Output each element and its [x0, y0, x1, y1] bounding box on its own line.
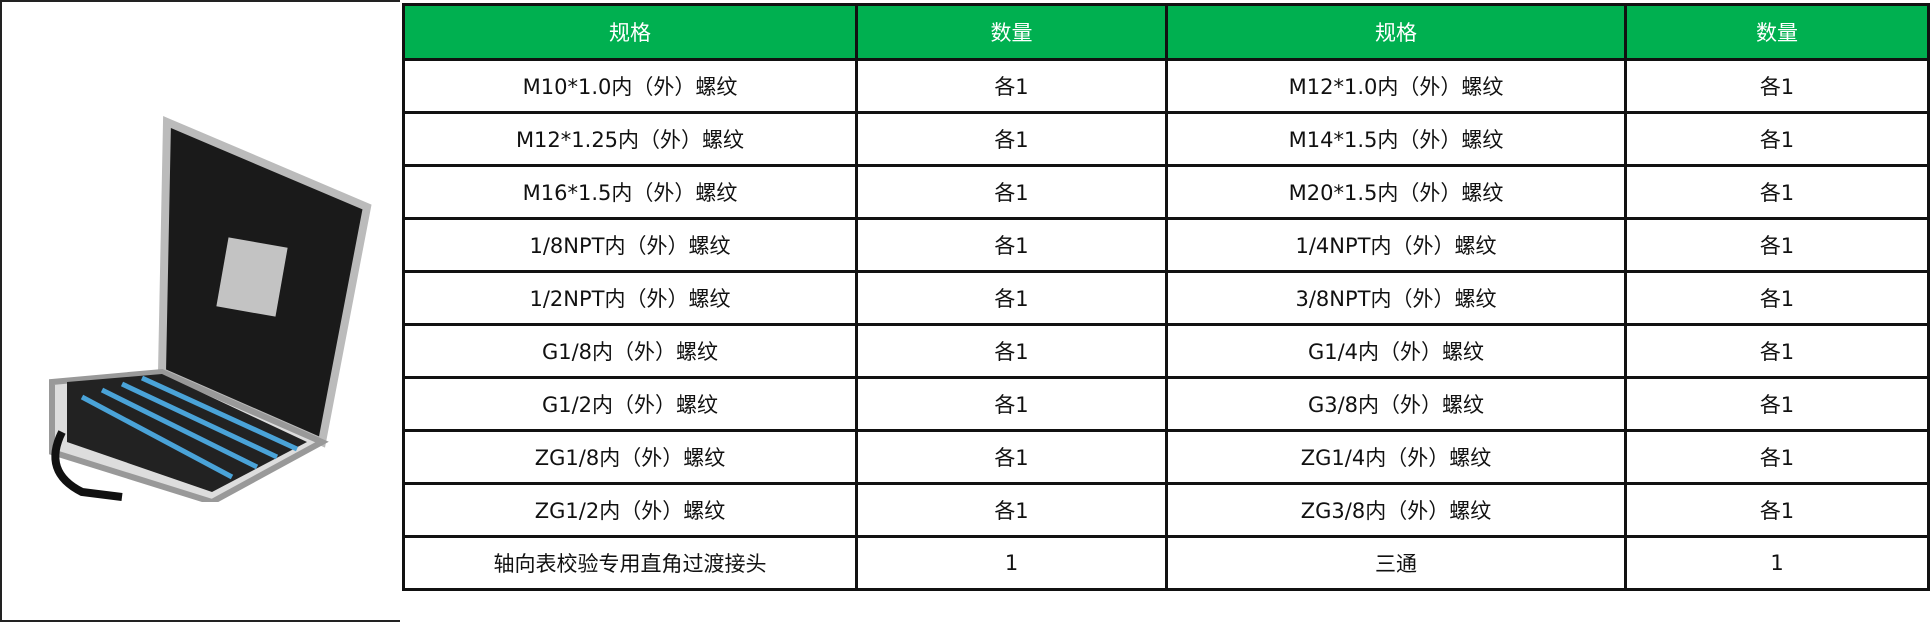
table-row: M10*1.0内（外）螺纹 各1 M12*1.0内（外）螺纹 各1: [402, 58, 1930, 114]
product-photo: [0, 0, 400, 622]
spec-cell: M12*1.25内（外）螺纹: [402, 111, 858, 167]
quantity-cell: 1: [855, 535, 1168, 591]
spec-cell: 1/8NPT内（外）螺纹: [402, 217, 858, 273]
table-row: ZG1/8内（外）螺纹 各1 ZG1/4内（外）螺纹 各1: [402, 429, 1930, 485]
tool-case-photo-icon: [49, 116, 372, 502]
spec-cell: ZG1/8内（外）螺纹: [402, 429, 858, 485]
quantity-cell: 各1: [855, 217, 1168, 273]
quantity-cell: 各1: [1624, 111, 1930, 167]
table-row: M16*1.5内（外）螺纹 各1 M20*1.5内（外）螺纹 各1: [402, 164, 1930, 220]
quantity-cell: 各1: [1624, 482, 1930, 538]
quantity-cell: 各1: [855, 323, 1168, 379]
quantity-cell: 各1: [855, 164, 1168, 220]
spec-table: 规格 数量 规格 数量 M10*1.0内（外）螺纹 各1 M12*1.0内（外）螺纹…: [402, 3, 1930, 591]
table-row: 轴向表校验专用直角过渡接头 1 三通 1: [402, 535, 1930, 591]
table-row: 1/2NPT内（外）螺纹 各1 3/8NPT内（外）螺纹 各1: [402, 270, 1930, 326]
spec-cell: 三通: [1165, 535, 1627, 591]
quantity-cell: 1: [1624, 535, 1930, 591]
table-row: 1/8NPT内（外）螺纹 各1 1/4NPT内（外）螺纹 各1: [402, 217, 1930, 273]
header-quantity: 数量: [1624, 3, 1930, 61]
header-spec: 规格: [1165, 3, 1627, 61]
table-row: G1/2内（外）螺纹 各1 G3/8内（外）螺纹 各1: [402, 376, 1930, 432]
spec-cell: ZG1/2内（外）螺纹: [402, 482, 858, 538]
spec-cell: M16*1.5内（外）螺纹: [402, 164, 858, 220]
spec-cell: G1/2内（外）螺纹: [402, 376, 858, 432]
spec-cell: M20*1.5内（外）螺纹: [1165, 164, 1627, 220]
header-spec: 规格: [402, 3, 858, 61]
quantity-cell: 各1: [855, 270, 1168, 326]
spec-cell: M14*1.5内（外）螺纹: [1165, 111, 1627, 167]
table-row: G1/8内（外）螺纹 各1 G1/4内（外）螺纹 各1: [402, 323, 1930, 379]
spec-cell: G1/8内（外）螺纹: [402, 323, 858, 379]
spec-cell: G1/4内（外）螺纹: [1165, 323, 1627, 379]
quantity-cell: 各1: [1624, 58, 1930, 114]
quantity-cell: 各1: [1624, 376, 1930, 432]
spec-cell: 1/2NPT内（外）螺纹: [402, 270, 858, 326]
table-row: ZG1/2内（外）螺纹 各1 ZG3/8内（外）螺纹 各1: [402, 482, 1930, 538]
table-row: M12*1.25内（外）螺纹 各1 M14*1.5内（外）螺纹 各1: [402, 111, 1930, 167]
spec-cell: M10*1.0内（外）螺纹: [402, 58, 858, 114]
quantity-cell: 各1: [1624, 429, 1930, 485]
quantity-cell: 各1: [855, 482, 1168, 538]
quantity-cell: 各1: [1624, 323, 1930, 379]
quantity-cell: 各1: [855, 376, 1168, 432]
header-quantity: 数量: [855, 3, 1168, 61]
table-header-row: 规格 数量 规格 数量: [402, 3, 1930, 61]
spec-cell: ZG3/8内（外）螺纹: [1165, 482, 1627, 538]
quantity-cell: 各1: [1624, 217, 1930, 273]
spec-cell: ZG1/4内（外）螺纹: [1165, 429, 1627, 485]
quantity-cell: 各1: [1624, 270, 1930, 326]
spec-cell: 1/4NPT内（外）螺纹: [1165, 217, 1627, 273]
quantity-cell: 各1: [855, 111, 1168, 167]
quantity-cell: 各1: [855, 429, 1168, 485]
spec-cell: 3/8NPT内（外）螺纹: [1165, 270, 1627, 326]
quantity-cell: 各1: [855, 58, 1168, 114]
spec-cell: M12*1.0内（外）螺纹: [1165, 58, 1627, 114]
spec-cell: G3/8内（外）螺纹: [1165, 376, 1627, 432]
spec-cell: 轴向表校验专用直角过渡接头: [402, 535, 858, 591]
quantity-cell: 各1: [1624, 164, 1930, 220]
